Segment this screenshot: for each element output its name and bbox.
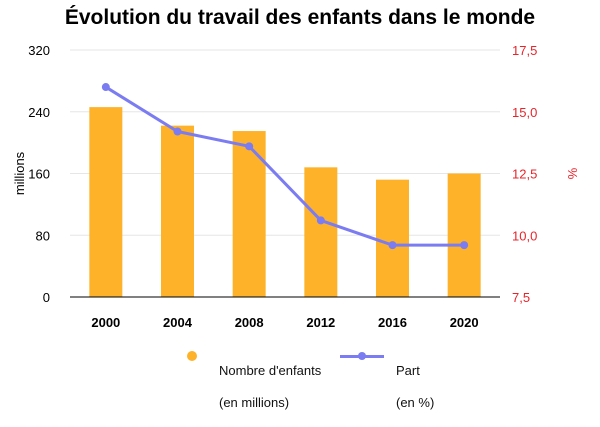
bar <box>376 179 409 297</box>
y-left-tick-label: 80 <box>36 228 50 243</box>
line-point <box>388 241 397 250</box>
y-axis-left: 0 80 160 240 320 millions <box>12 43 50 305</box>
y-right-axis-label: % <box>565 168 580 180</box>
bar-series <box>89 107 481 298</box>
line-point <box>245 142 254 151</box>
x-tick-label: 2004 <box>163 315 193 330</box>
x-tick-label: 2012 <box>306 315 335 330</box>
y-right-tick-label: 10,0 <box>512 228 537 243</box>
line-point <box>316 216 325 225</box>
y-right-tick-label: 12,5 <box>512 167 537 182</box>
line-series <box>101 83 469 250</box>
y-left-tick-label: 320 <box>28 43 50 58</box>
y-left-axis-label: millions <box>12 151 27 195</box>
bar <box>161 125 194 297</box>
bar <box>304 167 338 297</box>
line-path <box>105 85 465 247</box>
x-axis: 2000 2004 2008 2012 2016 2020 <box>70 296 500 330</box>
y-right-tick-label: 17,5 <box>512 43 537 58</box>
line-point <box>101 83 110 92</box>
legend-bars-label: Nombre d'enfants (en millions) <box>219 347 321 427</box>
y-left-tick-label: 240 <box>28 105 50 120</box>
legend-bar-swatch <box>187 351 197 361</box>
legend-line-line2: (en %) <box>396 395 435 410</box>
y-right-tick-label: 7,5 <box>512 290 530 305</box>
x-tick-label: 2000 <box>91 315 120 330</box>
legend-line-swatch <box>340 351 384 361</box>
line-point <box>460 241 469 250</box>
legend-bars-line1: Nombre d'enfants <box>219 363 322 378</box>
bar <box>232 131 266 297</box>
grid-lines <box>70 49 500 236</box>
chart-title: Évolution du travail des enfants dans le… <box>64 6 536 29</box>
y-axis-right: 7,5 10,0 12,5 15,0 17,5% <box>512 43 580 305</box>
y-left-tick-label: 0 <box>43 290 50 305</box>
x-tick-label: 2020 <box>450 315 479 330</box>
x-tick-label: 2008 <box>235 315 264 330</box>
y-left-tick-label: 160 <box>28 167 50 182</box>
legend-item-bars: Nombre d'enfants (en millions) <box>187 347 321 427</box>
legend-bars-line2: (en millions) <box>219 395 290 410</box>
legend-item-line: Part (en %) <box>340 347 434 427</box>
bar <box>447 173 481 297</box>
line-point <box>173 127 182 136</box>
x-tick-label: 2016 <box>378 315 407 330</box>
legend-line-label: Part (en %) <box>396 347 434 427</box>
chart: 2000 2004 2008 2012 2016 2020 0 80 160 240 320 mil… <box>12 43 580 330</box>
legend-line-line1: Part <box>396 363 420 378</box>
bar <box>89 107 123 298</box>
y-right-tick-label: 15,0 <box>512 105 537 120</box>
legend: Nombre d'enfants (en millions) Part (en … <box>0 347 600 410</box>
